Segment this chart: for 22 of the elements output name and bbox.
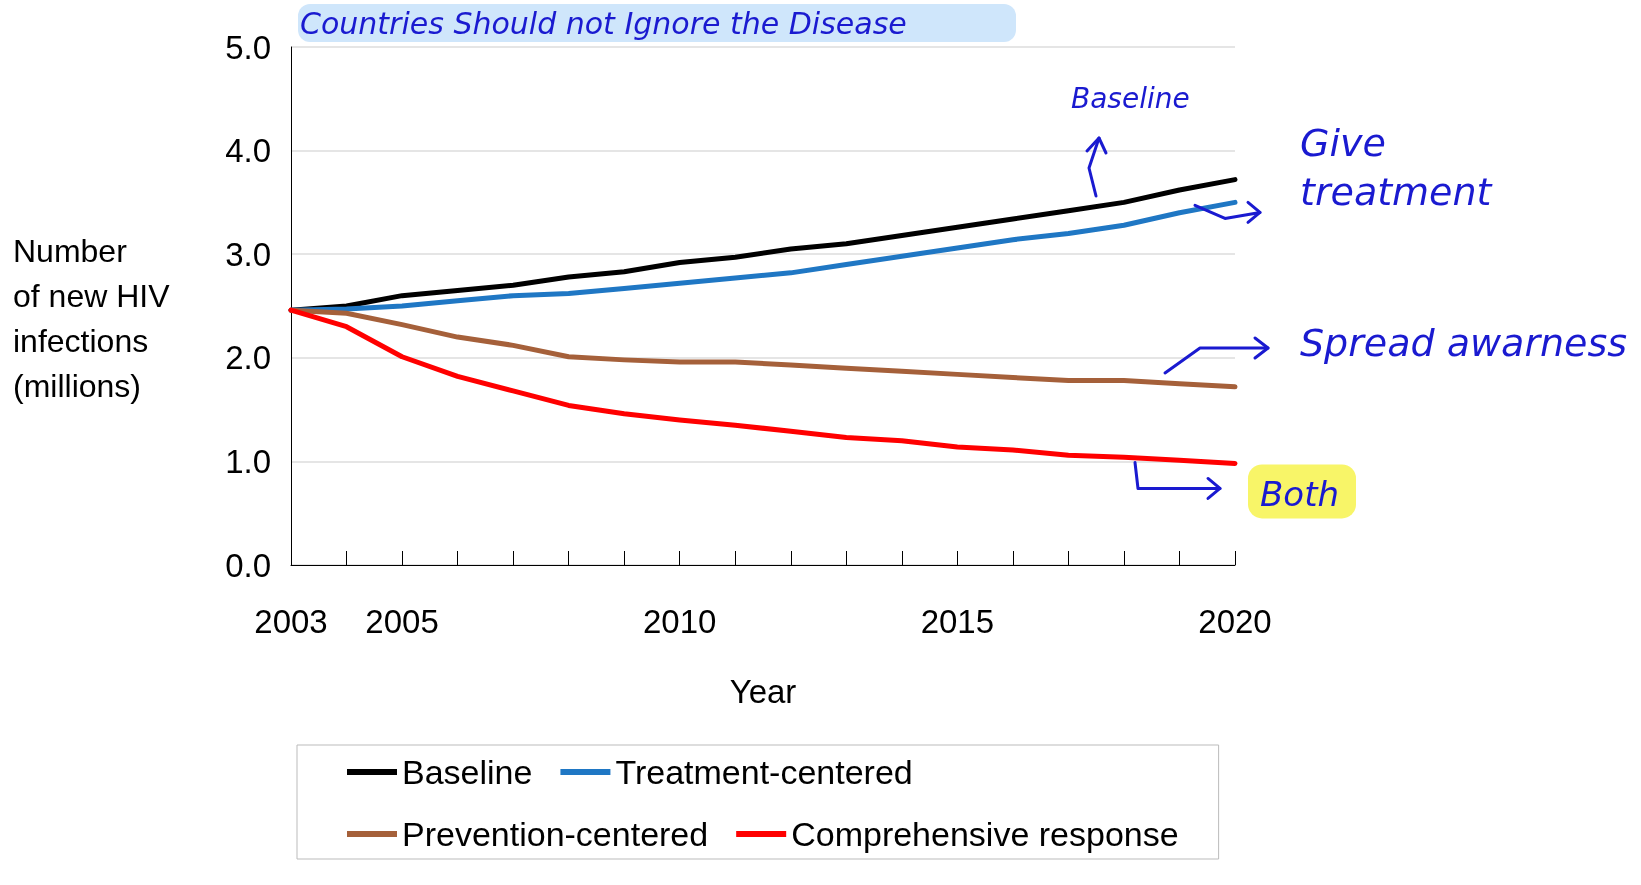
legend-label: Prevention-centered: [402, 815, 709, 853]
x-tick-label: 2020: [1198, 603, 1272, 640]
x-tick-label: 2015: [920, 603, 995, 640]
y-tick-label: 5.0: [225, 28, 271, 66]
legend-label: Treatment-centered: [615, 753, 913, 791]
y-tick-label: 3.0: [225, 235, 271, 273]
annotation: Both: [1260, 473, 1340, 514]
legend-label: Comprehensive response: [791, 815, 1179, 853]
annotation: Baseline: [1071, 81, 1190, 115]
y-axis-title: Number of new HIV infections (millions): [13, 232, 171, 404]
legend-label: Baseline: [402, 753, 533, 791]
y-tick-label: 2.0: [225, 339, 271, 377]
x-tick-label: 2005: [365, 603, 439, 640]
x-tick-label: 2010: [642, 603, 717, 640]
chart-title: Countries Should not Ignore the Disease: [300, 5, 907, 41]
annotation: Give treatment: [1300, 121, 1494, 215]
x-tick-label: 2003: [254, 603, 328, 640]
y-tick-label: 1.0: [225, 442, 271, 480]
x-axis-title: Year: [729, 673, 797, 710]
y-tick-label: 4.0: [225, 132, 271, 170]
text: Spread awarness: [1300, 320, 1628, 365]
y-tick-label: 0.0: [225, 546, 271, 584]
